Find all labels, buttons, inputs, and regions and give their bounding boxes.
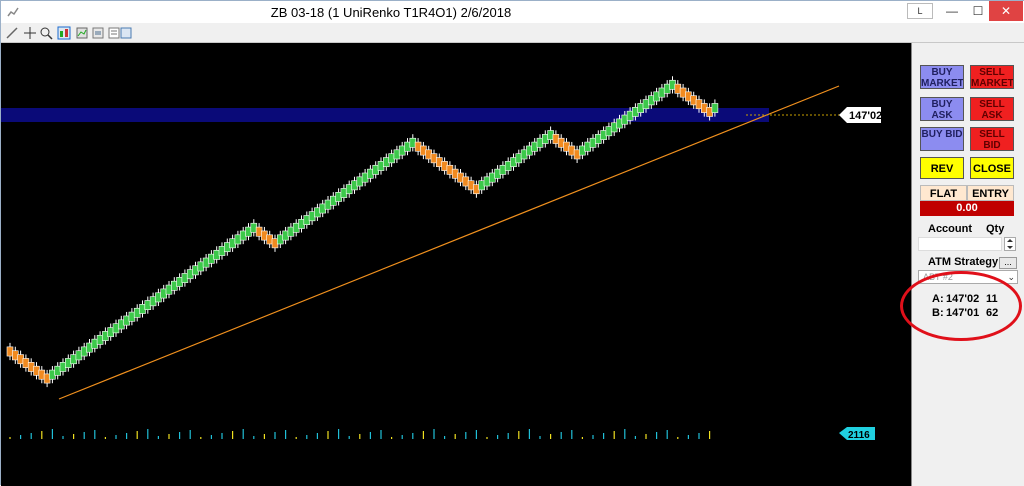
chart-canvas[interactable]: 147'02 2116 <box>1 43 911 486</box>
window-title: ZB 03-18 (1 UniRenko T1R4O1) 2/6/2018 <box>270 5 512 20</box>
maximize-button[interactable]: ☐ <box>972 4 984 18</box>
chart-toolbar <box>1 23 1024 43</box>
price-chart[interactable]: 147'02 2116 <box>1 43 911 486</box>
title-bar[interactable]: ZB 03-18 (1 UniRenko T1R4O1) 2/6/2018 L … <box>1 1 1024 23</box>
strategies-icon[interactable] <box>91 26 105 40</box>
last-price-label: 147'02 <box>849 110 882 122</box>
chart-trader-panel: BUY MARKET SELL MARKET BUY ASK SELL ASK … <box>900 43 1024 486</box>
chart-trader-icon[interactable] <box>119 26 133 40</box>
reverse-button[interactable]: REV <box>920 157 964 179</box>
chevron-down-icon: ⌄ <box>1007 272 1015 282</box>
buy-market-button[interactable]: BUY MARKET <box>920 65 964 89</box>
crosshair-icon[interactable] <box>23 26 37 40</box>
sell-ask-button[interactable]: SELL ASK <box>970 97 1014 121</box>
atm-strategy-label: ATM Strategy <box>928 256 999 268</box>
entry-label: ENTRY <box>967 185 1014 201</box>
properties-icon[interactable] <box>57 26 71 40</box>
volume-marker-shape <box>839 427 875 440</box>
highlight-band <box>1 108 769 122</box>
candles-group <box>6 76 719 388</box>
indicators-icon[interactable] <box>75 26 89 40</box>
stepper-arrows-icon <box>1007 239 1013 249</box>
pnl-value: 0.00 <box>920 201 1014 216</box>
minimize-button[interactable]: — <box>946 4 958 18</box>
draw-tool-icon[interactable] <box>5 26 19 40</box>
volume-group <box>9 429 711 439</box>
qty-stepper[interactable] <box>1004 237 1016 251</box>
buy-bid-button[interactable]: BUY BID <box>920 127 964 151</box>
zoom-icon[interactable] <box>39 26 53 40</box>
sell-market-button[interactable]: SELL MARKET <box>970 65 1014 89</box>
sell-bid-button[interactable]: SELL BID <box>970 127 1014 151</box>
atm-strategy-more-button[interactable]: ... <box>999 257 1017 269</box>
last-price-marker-shape <box>839 107 881 123</box>
account-label: Account <box>928 223 972 235</box>
close-position-button[interactable]: CLOSE <box>970 157 1014 179</box>
qty-label: Qty <box>986 223 1005 235</box>
volume-label: 2116 <box>848 430 870 441</box>
close-button[interactable]: ✕ <box>989 1 1023 21</box>
app-icon <box>7 7 19 17</box>
link-button[interactable]: L <box>907 3 933 19</box>
account-select[interactable] <box>918 237 1002 251</box>
buy-ask-button[interactable]: BUY ASK <box>920 97 964 121</box>
bull-candle <box>711 103 719 113</box>
data-box-icon[interactable] <box>107 26 121 40</box>
red-annotation-circle <box>900 271 1022 341</box>
flat-label: FLAT <box>920 185 967 201</box>
trendline[interactable] <box>58 85 840 400</box>
